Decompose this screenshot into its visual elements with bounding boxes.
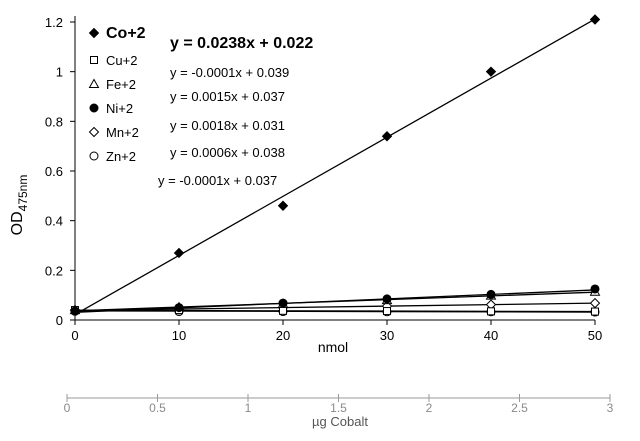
trendline-equation-Fe2: y = 0.0015x + 0.037 <box>170 89 285 104</box>
data-point-Co2 <box>381 131 393 142</box>
trendline-Ni2 <box>74 289 596 313</box>
x-tick-label: 40 <box>484 328 498 343</box>
legend-label-Ni2: Ni+2 <box>106 101 133 116</box>
data-point-Cu2 <box>591 307 599 316</box>
secondary-tick-label: 3 <box>607 401 614 415</box>
x-axis-label: nmol <box>318 339 348 355</box>
trendline-equation-Zn2: y = -0.0001x + 0.037 <box>158 173 277 188</box>
legend-label-Co2: Co+2 <box>106 25 146 42</box>
y-axis-label-main: OD <box>9 211 26 235</box>
data-point-Mn2 <box>589 297 601 309</box>
y-axis-label: OD475nm <box>9 175 30 236</box>
data-markers <box>69 14 601 317</box>
data-point-Cu2 <box>383 307 391 316</box>
data-point-Ni2 <box>382 294 392 304</box>
legend-marker-Ni2 <box>89 103 99 113</box>
data-point-Ni2 <box>486 289 496 299</box>
secondary-axis: 0 0.5 1 1.5 2 2.5 3 <box>64 394 614 415</box>
secondary-tick-label: 1.5 <box>330 401 347 415</box>
trendline-Co2 <box>74 18 596 316</box>
trendline-equation-Cu2: y = -0.0001x + 0.039 <box>170 65 289 80</box>
data-point-Co2 <box>589 14 601 25</box>
secondary-x-axis-label: µg Cobalt <box>312 414 368 429</box>
y-tick-label: 0.6 <box>45 164 63 179</box>
legend-marker-Zn2 <box>89 151 99 161</box>
data-point-Co2 <box>173 247 185 259</box>
y-tick-label: 1 <box>56 65 63 80</box>
y-tick-label: 1.2 <box>45 15 63 30</box>
y-tick-label: 0 <box>56 313 63 328</box>
x-tick-label: 20 <box>276 328 290 343</box>
secondary-tick-label: 0 <box>64 401 71 415</box>
legend-label-Mn2: Mn+2 <box>106 125 139 140</box>
legend-marker-Mn2 <box>88 126 100 138</box>
data-point-Ni2 <box>278 298 288 308</box>
data-point-Co2 <box>485 66 497 77</box>
data-point-Cu2 <box>487 307 495 316</box>
data-point-Co2 <box>277 200 289 211</box>
secondary-tick-label: 2.5 <box>511 401 528 415</box>
legend-label-Fe2: Fe+2 <box>106 77 136 92</box>
data-point-Cu2 <box>279 306 287 315</box>
trendline-Mn2 <box>74 302 596 312</box>
legend-marker-Cu2 <box>90 56 98 64</box>
y-tick-label: 0.2 <box>45 263 63 278</box>
y-axis-label-subscript: 475nm <box>16 175 30 212</box>
secondary-tick-label: 0.5 <box>149 401 166 415</box>
secondary-tick-label: 2 <box>426 401 433 415</box>
trendlines <box>74 18 596 316</box>
trendline-Zn2 <box>74 310 596 313</box>
legend-marker-Fe2 <box>88 78 100 88</box>
y-tick-label: 0.8 <box>45 114 63 129</box>
trendline-equation-Ni2: y = 0.0018x + 0.031 <box>170 118 285 133</box>
y-tick-label: 0.4 <box>45 214 63 229</box>
trendline-equation-Co2: y = 0.0238x + 0.022 <box>170 35 313 52</box>
data-point-Ni2 <box>174 303 184 313</box>
legend-label-Zn2: Zn+2 <box>106 149 136 164</box>
data-point-Ni2 <box>590 284 600 294</box>
x-tick-label: 30 <box>380 328 394 343</box>
secondary-tick-label: 1 <box>245 401 252 415</box>
trendline-equation-Mn2: y = 0.0006x + 0.038 <box>170 145 285 160</box>
legend: Co+2 Cu+2 Fe+2 Ni+2 Mn+2 Zn+2 y = 0.0238x + 0.… <box>88 25 313 188</box>
x-tick-label: 10 <box>172 328 186 343</box>
axes: 0 0.2 0.4 0.6 0.8 1 1.2 0 10 20 30 40 50 <box>45 15 602 343</box>
x-tick-label: 50 <box>588 328 602 343</box>
x-tick-label: 0 <box>71 328 78 343</box>
legend-label-Cu2: Cu+2 <box>106 53 137 68</box>
legend-marker-Co2 <box>88 27 100 39</box>
